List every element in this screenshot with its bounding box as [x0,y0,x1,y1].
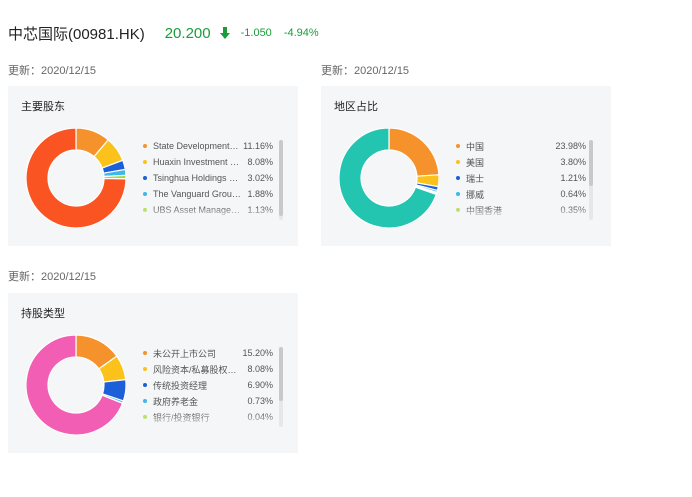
legend-item[interactable]: Tsinghua Holdings Cor... 3.02% [143,170,273,186]
legend-fade [456,206,586,220]
holding-type-card: 持股类型 未公开上市公司 15.20% 风险资本/私募股权投资 8.08% 传统投资经理… [8,293,298,453]
legend-label: Tsinghua Holdings Cor... [153,173,244,183]
updated-date: 更新：2020/12/15 [8,65,97,77]
legend-value: 0.73% [247,396,273,406]
legend-value: 8.08% [247,157,273,167]
legend-value: 8.08% [247,364,273,374]
legend-dot-icon [143,383,147,387]
legend-item[interactable]: State Development & ... 11.16% [143,138,273,154]
legend-fade [143,413,273,427]
legend-item[interactable]: 政府养老金 0.73% [143,393,273,409]
legend-dot-icon [456,192,460,196]
legend-dot-icon [456,176,460,180]
legend-label: State Development & ... [153,141,240,151]
legend-item[interactable]: 挪威 0.64% [456,186,586,202]
stock-name: 中芯国际(00981.HK) [8,25,145,43]
updated-date: 更新：2020/12/15 [8,271,97,283]
legend-item[interactable]: 未公开上市公司 15.20% [143,345,273,361]
legend-value: 11.16% [243,141,273,151]
card-title: 主要股东 [21,101,65,113]
legend-dot-icon [143,144,147,148]
legend-scrollbar-thumb[interactable] [279,140,283,216]
legend-dot-icon [143,367,147,371]
legend-dot-icon [143,192,147,196]
legend-label: 美国 [466,157,485,168]
legend-fade [143,206,273,220]
down-arrow-icon [219,27,230,39]
legend-value: 3.02% [247,173,273,183]
legend-scrollbar-thumb[interactable] [589,140,593,186]
donut-slice[interactable] [339,128,437,228]
legend-label: 中国 [466,141,485,152]
legend-item[interactable]: Huaxin Investment Ma... 8.08% [143,154,273,170]
legend-dot-icon [456,160,460,164]
legend-value: 23.98% [555,141,586,151]
updated-date: 更新：2020/12/15 [321,65,410,77]
legend-value: 15.20% [242,348,273,358]
legend-dot-icon [143,399,147,403]
donut-slice[interactable] [26,335,124,435]
donut-slice[interactable] [388,128,439,177]
legend-label: 未公开上市公司 [153,348,217,359]
legend-item[interactable]: 瑞士 1.21% [456,170,586,186]
legend-label: 挪威 [466,189,485,200]
legend-label: 风险资本/私募股权投资 [153,364,244,375]
legend-value: 6.90% [247,380,273,390]
legend-dot-icon [143,176,147,180]
legend-item[interactable]: 美国 3.80% [456,154,586,170]
legend-item[interactable]: 风险资本/私募股权投资 8.08% [143,361,273,377]
legend-label: 瑞士 [466,173,485,184]
holders-legend: State Development & ... 11.16% Huaxin Inve… [143,138,273,220]
card-title: 持股类型 [21,308,65,320]
region-legend: 中国23.98%美国3.80%瑞士1.21%挪威0.64%中国香港0.35%百慕… [456,138,586,220]
legend-label: The Vanguard Group, I... [153,189,244,199]
legend-label: 政府养老金 [153,396,199,407]
legend-value: 1.88% [247,189,273,199]
stock-price: 20.200 [164,24,211,42]
holding-type-donut-chart [26,335,126,435]
legend-dot-icon [143,351,147,355]
legend-dot-icon [456,144,460,148]
legend-label: 传统投资经理 [153,380,208,391]
quote-header: 中芯国际(00981.HK) 20.200 -1.050 -4.94% [8,22,319,44]
region-card: 地区占比 中国23.98%美国3.80%瑞士1.21%挪威0.64%中国香港0.… [321,86,611,246]
price-change-percent: -4.94% [283,27,319,39]
holders-donut-chart [26,128,126,228]
donut-slice[interactable] [26,128,126,228]
legend-dot-icon [143,160,147,164]
holders-card: 主要股东 State Development & ... 11.16% Huaxin… [8,86,298,246]
legend-value: 3.80% [560,157,586,167]
legend-label: Huaxin Investment Ma... [153,157,244,167]
card-title: 地区占比 [334,101,378,113]
legend-item[interactable]: 中国 23.98% [456,138,586,154]
legend-item[interactable]: The Vanguard Group, I... 1.88% [143,186,273,202]
holding-type-legend: 未公开上市公司 15.20% 风险资本/私募股权投资 8.08% 传统投资经理 6.90%… [143,345,273,427]
price-change: -1.050 [240,27,272,39]
legend-scrollbar-thumb[interactable] [279,347,283,401]
region-donut-chart [339,128,439,228]
legend-item[interactable]: 传统投资经理 6.90% [143,377,273,393]
legend-value: 0.64% [560,189,586,199]
legend-value: 1.21% [560,173,586,183]
